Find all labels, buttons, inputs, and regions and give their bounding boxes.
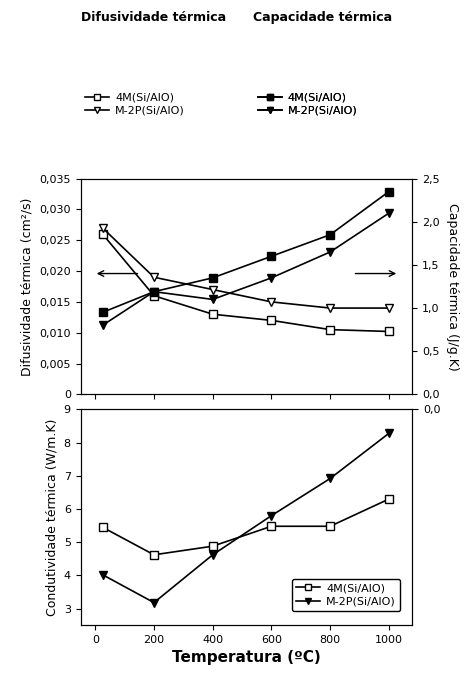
Line: 4M(Si/AlO): 4M(Si/AlO)	[99, 495, 393, 559]
4M(Si/AlO)	[151, 551, 157, 559]
Text: Difusividade térmica: Difusividade térmica	[81, 11, 226, 24]
Legend: 4M(Si/AlO), M-2P(Si/AlO): 4M(Si/AlO), M-2P(Si/AlO)	[292, 578, 400, 611]
M-2P(Si/AlO)	[210, 551, 216, 559]
Y-axis label: Difusividade térmica (cm²/s): Difusividade térmica (cm²/s)	[21, 197, 34, 376]
M-2P(Si/AlO)	[328, 474, 333, 482]
Y-axis label: Capacidade térmica (J/g.K): Capacidade térmica (J/g.K)	[446, 203, 459, 370]
X-axis label: Temperatura (ºC): Temperatura (ºC)	[172, 651, 321, 666]
4M(Si/AlO)	[269, 522, 274, 530]
Y-axis label: Condutividade térmica (W/m.K): Condutividade térmica (W/m.K)	[45, 418, 58, 616]
Text: Capacidade térmica: Capacidade térmica	[253, 11, 392, 24]
4M(Si/AlO)	[328, 522, 333, 530]
M-2P(Si/AlO)	[269, 512, 274, 520]
4M(Si/AlO)	[210, 542, 216, 550]
M-2P(Si/AlO)	[386, 429, 392, 438]
M-2P(Si/AlO)	[100, 571, 105, 579]
Legend: 4M(Si/AlO), M-2P(Si/AlO): 4M(Si/AlO), M-2P(Si/AlO)	[253, 88, 362, 120]
M-2P(Si/AlO)	[151, 598, 157, 607]
4M(Si/AlO)	[386, 495, 392, 503]
Line: M-2P(Si/AlO): M-2P(Si/AlO)	[99, 429, 393, 607]
4M(Si/AlO)	[100, 523, 105, 531]
